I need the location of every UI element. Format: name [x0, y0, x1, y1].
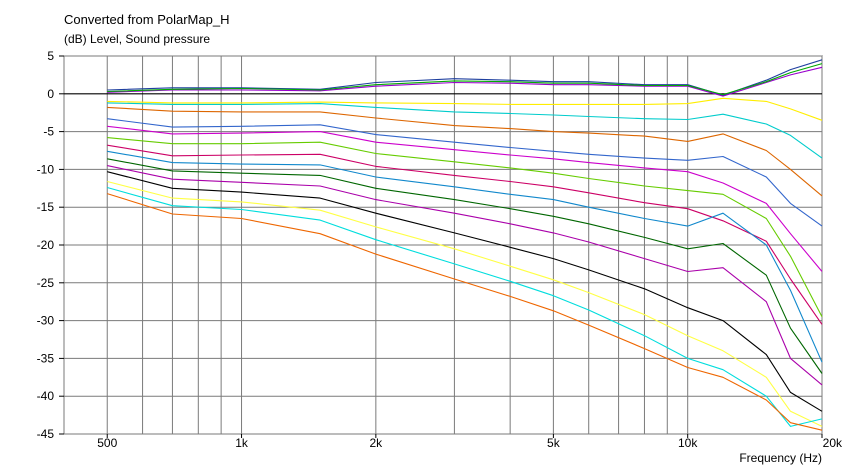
y-tick-label: 5 — [47, 49, 54, 63]
x-tick-label: 1k — [235, 436, 249, 450]
y-tick-label: -25 — [37, 276, 55, 290]
tick-layer: 5 0 -5 -10 -15 -20 -25 -30 -35 -40 -45 500 1k 2k 5k 10k… — [37, 49, 843, 450]
x-tick-label: 10k — [678, 436, 698, 450]
series-line-12 — [107, 158, 823, 374]
x-tick-label: 500 — [97, 436, 117, 450]
y-tick-label: -30 — [37, 314, 55, 328]
series-layer — [107, 59, 823, 431]
chart-title: Converted from PolarMap_H — [64, 12, 230, 27]
series-line-8 — [107, 125, 823, 272]
series-line-6 — [107, 106, 823, 197]
series-line-17 — [107, 193, 823, 431]
series-line-9 — [107, 137, 823, 318]
y-tick-label: -45 — [37, 427, 55, 441]
series-line-1 — [107, 59, 823, 96]
y-tick-label: -10 — [37, 162, 55, 176]
y-tick-label: -20 — [37, 238, 55, 252]
series-line-16 — [107, 186, 823, 427]
x-tick-label: 2k — [370, 436, 384, 450]
x-tick-label: 5k — [547, 436, 561, 450]
series-line-5 — [107, 102, 823, 159]
y-tick-label: -15 — [37, 200, 55, 214]
y-tick-label: 0 — [47, 87, 54, 101]
y-axis-label: (dB) Level, Sound pressure — [64, 32, 211, 46]
series-line-11 — [107, 150, 823, 363]
series-line-7 — [107, 118, 823, 227]
series-line-3 — [107, 63, 823, 96]
series-line-2 — [107, 66, 823, 97]
y-tick-label: -35 — [37, 351, 55, 365]
series-line-4 — [107, 97, 823, 121]
series-line-15 — [107, 180, 823, 427]
series-line-14 — [107, 171, 823, 412]
y-tick-label: -5 — [43, 125, 54, 139]
x-axis-label: Frequency (Hz) — [739, 451, 822, 465]
y-tick-label: -40 — [37, 389, 55, 403]
x-tick-label: 20k — [823, 436, 843, 450]
series-line-13 — [107, 165, 823, 386]
grid-layer — [63, 55, 823, 435]
